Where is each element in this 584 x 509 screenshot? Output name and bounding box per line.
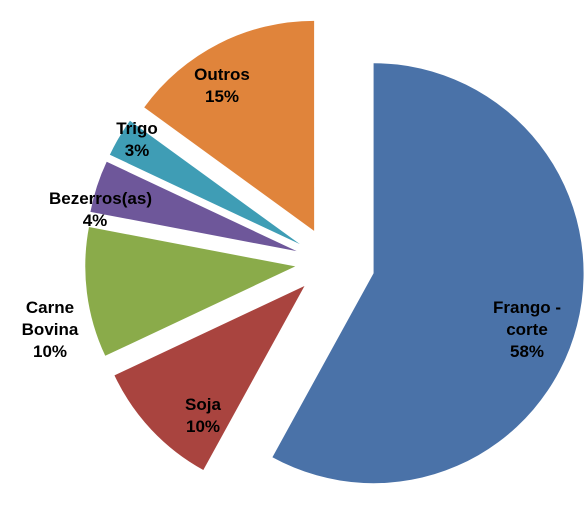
slice-label: Soja 10% bbox=[163, 394, 243, 438]
pie-slice bbox=[144, 20, 315, 231]
pie-slice bbox=[272, 63, 584, 484]
slice-percent: 10% bbox=[32, 342, 68, 361]
slice-percent: 4% bbox=[82, 211, 108, 230]
slice-category: Trigo bbox=[116, 119, 158, 138]
slice-category: Outros bbox=[194, 65, 250, 84]
slice-label: Carne Bovina 10% bbox=[10, 297, 90, 363]
slice-label: Outros 15% bbox=[182, 64, 262, 108]
slice-category: Soja bbox=[185, 395, 221, 414]
pie-slice bbox=[85, 227, 296, 356]
slice-label: Bezerros(as) 4% bbox=[49, 188, 152, 232]
slice-percent: 15% bbox=[204, 87, 240, 106]
slice-percent: 10% bbox=[185, 417, 221, 436]
slice-category: Bezerros(as) bbox=[49, 189, 152, 208]
slice-category: Frango - corte bbox=[493, 298, 561, 339]
pie-slice bbox=[90, 161, 297, 252]
slice-percent: 58% bbox=[509, 342, 545, 361]
slice-category: Carne Bovina bbox=[21, 298, 79, 339]
slice-label: Trigo 3% bbox=[107, 118, 167, 162]
slice-label: Frango - corte 58% bbox=[482, 297, 572, 363]
slice-percent: 3% bbox=[124, 141, 150, 160]
pie-slice bbox=[109, 120, 300, 245]
pie-slice bbox=[114, 285, 305, 470]
